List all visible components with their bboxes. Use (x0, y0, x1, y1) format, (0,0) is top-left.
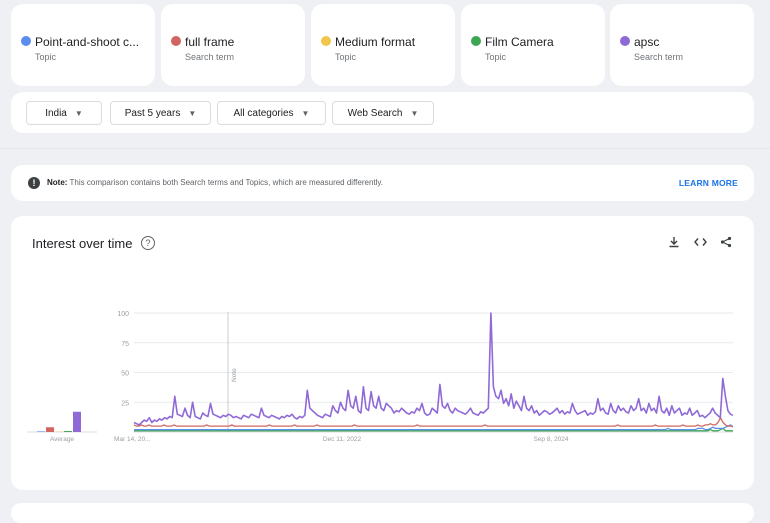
term-name: Point-and-shoot c... (35, 35, 139, 49)
comparison-note: ! Note: This comparison contains both Se… (11, 165, 754, 201)
term-color-dot (321, 36, 331, 46)
term-color-dot (620, 36, 630, 46)
category-label: All categories (234, 108, 294, 119)
chevron-down-icon: ▼ (410, 109, 418, 118)
term-name: apsc (634, 35, 659, 49)
period-dropdown[interactable]: Past 5 years ▼ (110, 101, 211, 125)
y-tick-label: 25 (121, 400, 129, 407)
y-tick-label: 75 (121, 341, 129, 348)
divider (0, 148, 770, 149)
term-type: Topic (485, 52, 506, 62)
chevron-down-icon: ▼ (188, 109, 196, 118)
term-name: full frame (185, 35, 234, 49)
note-annotation-label: Note (231, 368, 238, 382)
term-card-3[interactable]: Film Camera Topic (461, 4, 605, 86)
series-line-fullframe (134, 418, 733, 426)
average-bar (37, 431, 45, 432)
average-label: Average (50, 436, 74, 443)
average-bar (64, 431, 72, 432)
term-card-4[interactable]: apsc Search term (610, 4, 754, 86)
category-dropdown[interactable]: All categories ▼ (217, 101, 326, 125)
term-color-dot (471, 36, 481, 46)
term-card-1[interactable]: full frame Search term (161, 4, 305, 86)
alert-icon: ! (28, 177, 40, 189)
note-label: Note: (47, 178, 67, 187)
term-color-dot (21, 36, 31, 46)
period-label: Past 5 years (125, 108, 181, 119)
region-label: India (45, 108, 67, 119)
term-type: Topic (35, 52, 56, 62)
note-message: Note: This comparison contains both Sear… (47, 178, 383, 187)
learn-more-link[interactable]: LEARN MORE (679, 178, 738, 188)
y-tick-label: 50 (121, 371, 129, 378)
term-name: Film Camera (485, 35, 554, 49)
term-name: Medium format (335, 35, 415, 49)
average-bar (46, 427, 54, 432)
filter-bar: India ▼ Past 5 years ▼ All categories ▼ Web… (11, 92, 754, 133)
x-tick-label: Mar 14, 20... (114, 436, 151, 443)
term-type: Topic (335, 52, 356, 62)
term-type: Search term (634, 52, 683, 62)
x-tick-label: Sep 8, 2024 (533, 436, 568, 443)
search-type-label: Web Search (348, 108, 403, 119)
average-bar (73, 412, 81, 432)
region-dropdown[interactable]: India ▼ (26, 101, 102, 125)
term-card-2[interactable]: Medium format Topic (311, 4, 455, 86)
series-line-apsc (134, 313, 733, 425)
term-color-dot (171, 36, 181, 46)
y-tick-label: 100 (117, 311, 129, 318)
next-section-card (11, 503, 754, 523)
search-type-dropdown[interactable]: Web Search ▼ (332, 101, 434, 125)
x-tick-label: Dec 11, 2022 (323, 436, 362, 443)
chevron-down-icon: ▼ (302, 109, 310, 118)
interest-chart: 25 50 75 100 Note Mar 14, 20... Dec 11, 2022 Se… (11, 216, 754, 490)
term-card-0[interactable]: Point-and-shoot c... Topic (11, 4, 155, 86)
note-text: This comparison contains both Search ter… (70, 178, 384, 187)
term-type: Search term (185, 52, 234, 62)
chevron-down-icon: ▼ (75, 109, 83, 118)
